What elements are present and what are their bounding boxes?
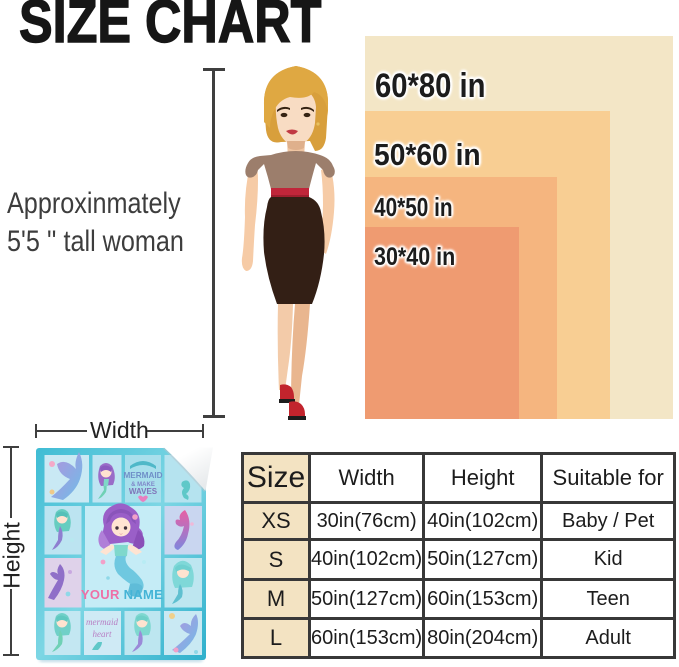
svg-text:heart: heart [93, 629, 112, 639]
svg-text:mermaid: mermaid [86, 617, 118, 627]
svg-text:MERMAID: MERMAID [123, 471, 162, 480]
svg-text:YOUR NAME: YOUR NAME [81, 587, 163, 602]
svg-text:& MAKE: & MAKE [131, 482, 155, 488]
svg-text:WAVES: WAVES [129, 487, 158, 496]
